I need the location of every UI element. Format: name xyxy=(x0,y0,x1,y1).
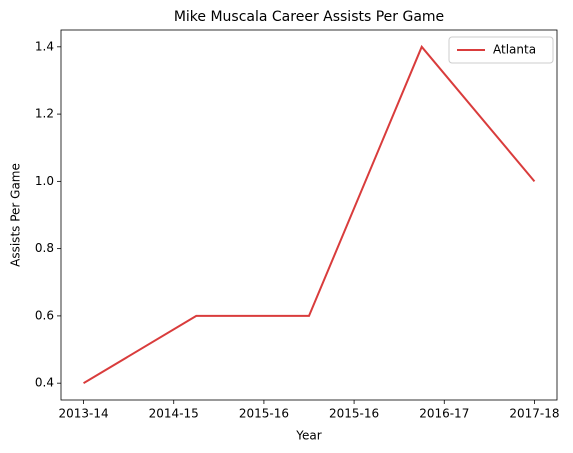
x-tick-label: 2015-16 xyxy=(329,407,379,421)
legend-box xyxy=(448,36,554,64)
x-tick-label: 2017-18 xyxy=(509,407,559,421)
x-tick-label: 2015-16 xyxy=(239,407,289,421)
x-tick-label: 2014-15 xyxy=(149,407,199,421)
chart-title: Mike Muscala Career Assists Per Game xyxy=(174,9,444,25)
legend-label: Atlanta xyxy=(493,43,536,57)
y-axis-label: Assists Per Game xyxy=(9,163,23,267)
line-series xyxy=(83,44,536,385)
y-tick-label: 0.6 xyxy=(35,308,54,322)
x-tick-label: 2016-17 xyxy=(419,407,469,421)
y-tick-label: 1.0 xyxy=(35,174,54,188)
x-tick-label: 2013-14 xyxy=(58,407,108,421)
y-tick-label: 0.8 xyxy=(35,241,54,255)
y-tick-label: 0.4 xyxy=(35,376,54,390)
y-tick-label: 1.4 xyxy=(35,39,54,53)
y-tick-label: 1.2 xyxy=(35,107,54,121)
x-axis-label: Year xyxy=(295,429,321,443)
plot-frame xyxy=(60,29,558,401)
